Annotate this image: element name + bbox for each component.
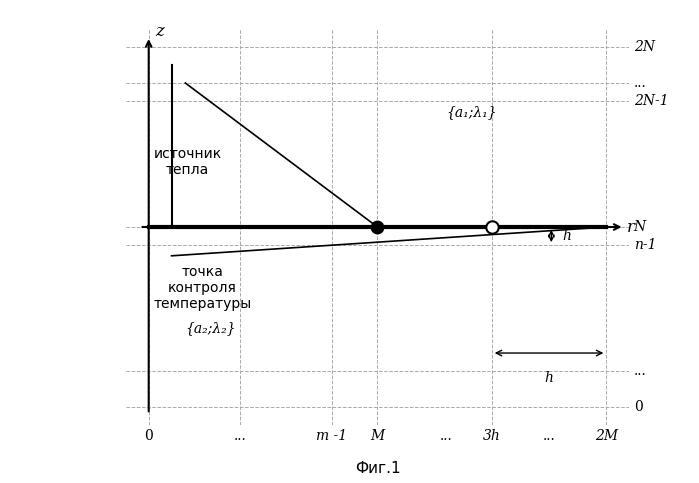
Text: r: r xyxy=(627,218,635,236)
Text: 2N: 2N xyxy=(634,40,655,54)
Text: z: z xyxy=(156,23,164,40)
Text: ...: ... xyxy=(634,364,647,378)
Text: {a₁;λ₁}: {a₁;λ₁} xyxy=(446,105,497,119)
Text: ...: ... xyxy=(634,76,647,90)
Text: источник
тепла: источник тепла xyxy=(153,147,222,177)
Text: h: h xyxy=(563,229,572,243)
Text: 2N-1: 2N-1 xyxy=(634,94,668,108)
Text: m -1: m -1 xyxy=(316,428,347,442)
Text: 3h: 3h xyxy=(483,428,500,442)
Text: Фиг.1: Фиг.1 xyxy=(354,461,401,476)
Text: ...: ... xyxy=(542,428,556,442)
Text: ...: ... xyxy=(440,428,452,442)
Text: M: M xyxy=(370,428,384,442)
Text: N: N xyxy=(634,220,646,234)
Text: n-1: n-1 xyxy=(634,238,656,252)
Text: точка
контроля
температуры: точка контроля температуры xyxy=(153,265,252,312)
Text: h: h xyxy=(545,371,554,385)
Text: 0: 0 xyxy=(634,400,642,414)
Text: {a₂;λ₂}: {a₂;λ₂} xyxy=(185,321,236,335)
Text: 2M: 2M xyxy=(595,428,618,442)
Point xyxy=(372,223,383,231)
Text: 0: 0 xyxy=(144,428,153,442)
Text: ...: ... xyxy=(234,428,247,442)
Point xyxy=(487,223,498,231)
